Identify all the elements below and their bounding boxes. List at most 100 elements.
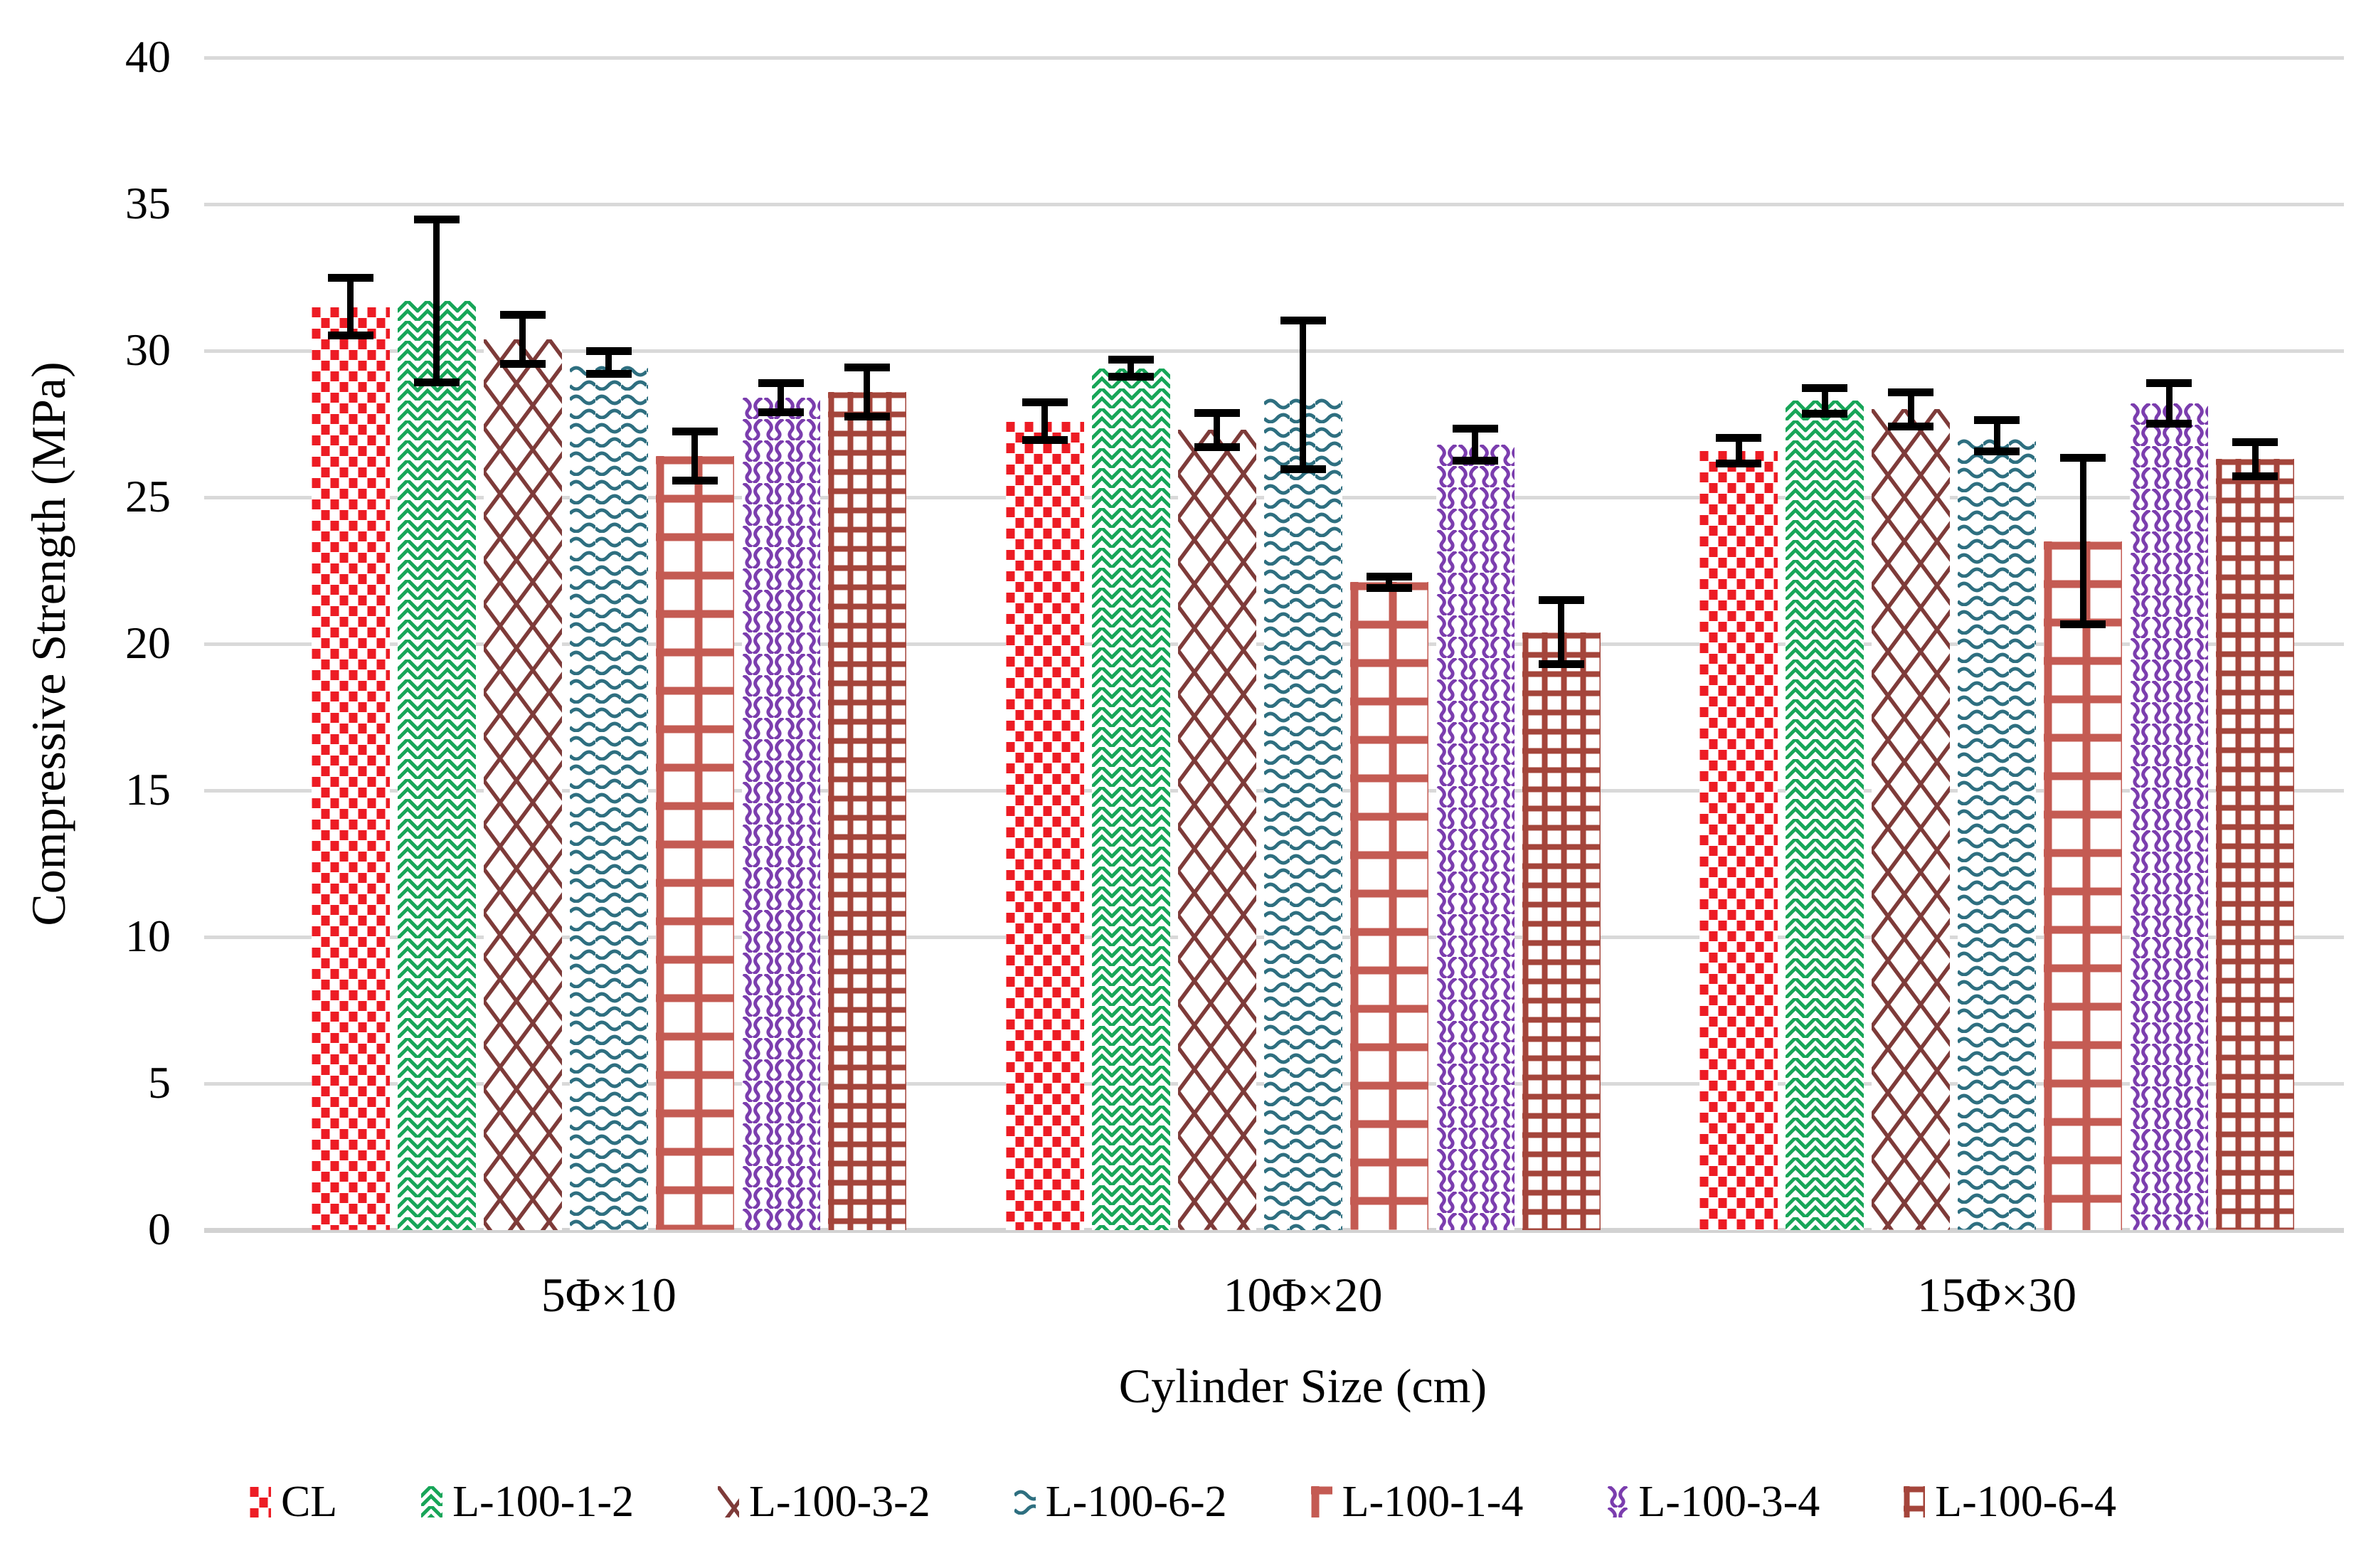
pattern-fill bbox=[1436, 444, 1514, 1230]
error-cap-bottom bbox=[2232, 472, 2279, 481]
x-category-label-5Φ×10: 5Φ×10 bbox=[541, 1268, 677, 1322]
y-tick-label-40: 40 bbox=[125, 31, 171, 82]
x-category-label-10Φ×20: 10Φ×20 bbox=[1223, 1268, 1383, 1322]
error-cap-bottom bbox=[1194, 443, 1240, 451]
error-bar-L-100-6-4-15Φ×30 bbox=[2251, 441, 2259, 477]
error-cap-bottom bbox=[844, 412, 890, 420]
error-bar-CL-10Φ×20 bbox=[1041, 402, 1048, 440]
error-cap-top bbox=[1108, 356, 1154, 364]
bar-L-100-3-2-10Φ×20 bbox=[1177, 430, 1256, 1230]
error-bar-L-100-6-2-10Φ×20 bbox=[1300, 319, 1306, 470]
legend-item-L-100-3-2: L-100-3-2 bbox=[717, 1478, 930, 1526]
pattern-fill bbox=[1699, 450, 1778, 1230]
legend-item-L-100-1-2: L-100-1-2 bbox=[421, 1478, 634, 1525]
legend-label: L-100-6-4 bbox=[1935, 1478, 2117, 1526]
error-cap-bottom bbox=[499, 359, 546, 368]
legend-label: L-100-3-4 bbox=[1638, 1478, 1820, 1526]
pattern-fill bbox=[1263, 394, 1342, 1230]
legend-item-L-100-6-2: L-100-6-2 bbox=[1014, 1478, 1227, 1525]
error-cap-top bbox=[2146, 379, 2192, 388]
error-cap-top bbox=[1022, 398, 1068, 407]
gridline-40 bbox=[204, 56, 2344, 60]
y-axis-title: Compressive Strength (MPa) bbox=[21, 361, 75, 926]
legend-item-L-100-3-4: L-100-3-4 bbox=[1607, 1478, 1820, 1525]
error-bar-L-100-1-4-15Φ×30 bbox=[2079, 457, 2086, 625]
pattern-fill bbox=[1522, 632, 1601, 1230]
error-cap-bottom bbox=[1888, 423, 1934, 431]
bar-CL-15Φ×30 bbox=[1699, 450, 1778, 1230]
error-bar-CL-5Φ×10 bbox=[347, 277, 354, 337]
legend-label: L-100-3-2 bbox=[748, 1478, 930, 1526]
error-bar-L-100-1-2-10Φ×20 bbox=[1128, 359, 1134, 378]
y-tick-label-10: 10 bbox=[125, 911, 171, 961]
gridline-30 bbox=[204, 349, 2344, 353]
error-cap-bottom bbox=[672, 477, 718, 485]
bar-L-100-6-2-5Φ×10 bbox=[569, 362, 648, 1230]
bar-L-100-1-2-5Φ×10 bbox=[397, 300, 476, 1230]
error-cap-bottom bbox=[585, 369, 632, 378]
bar-L-100-6-4-10Φ×20 bbox=[1522, 632, 1601, 1230]
bar-L-100-1-2-15Φ×30 bbox=[1786, 401, 1864, 1230]
error-cap-top bbox=[1366, 573, 1412, 581]
pattern-fill bbox=[397, 300, 476, 1230]
pattern-fill bbox=[1607, 1486, 1629, 1517]
bar-L-100-1-2-10Φ×20 bbox=[1091, 368, 1170, 1230]
error-cap-bottom bbox=[2060, 620, 2106, 629]
error-cap-top bbox=[327, 274, 373, 282]
error-cap-top bbox=[1452, 425, 1498, 433]
pattern-fill bbox=[741, 397, 820, 1230]
bar-L-100-1-4-15Φ×30 bbox=[2044, 541, 2123, 1230]
pattern-fill bbox=[2216, 459, 2295, 1230]
pattern-fill bbox=[1958, 435, 2037, 1230]
legend-label: L-100-1-2 bbox=[452, 1478, 634, 1526]
pattern-fill bbox=[655, 456, 734, 1230]
error-bar-L-100-1-2-15Φ×30 bbox=[1821, 387, 1828, 414]
pattern-fill bbox=[2130, 403, 2209, 1230]
pattern-fill bbox=[569, 362, 648, 1230]
error-bar-L-100-6-4-10Φ×20 bbox=[1558, 600, 1564, 664]
gridline-35 bbox=[204, 203, 2344, 206]
error-cap-bottom bbox=[1108, 373, 1154, 381]
error-cap-top bbox=[672, 428, 718, 436]
error-bar-L-100-3-2-15Φ×30 bbox=[1907, 391, 1914, 428]
x-axis-line bbox=[204, 1228, 2344, 1233]
pattern-fill bbox=[1177, 430, 1256, 1230]
bar-L-100-6-2-10Φ×20 bbox=[1263, 394, 1342, 1230]
error-cap-bottom bbox=[413, 378, 460, 387]
pattern-fill bbox=[249, 1486, 271, 1517]
error-cap-bottom bbox=[327, 332, 373, 340]
error-bar-L-100-1-4-5Φ×10 bbox=[691, 431, 699, 482]
pattern-fill bbox=[827, 391, 906, 1230]
bar-L-100-3-4-5Φ×10 bbox=[741, 397, 820, 1230]
pattern-fill bbox=[1014, 1486, 1036, 1517]
error-cap-bottom bbox=[1802, 409, 1848, 418]
y-tick-label-0: 0 bbox=[148, 1204, 171, 1254]
legend-item-L-100-6-4: L-100-6-4 bbox=[1904, 1478, 2116, 1525]
error-cap-top bbox=[1974, 415, 2020, 424]
pattern-fill bbox=[717, 1486, 739, 1517]
pattern-fill bbox=[1310, 1486, 1332, 1517]
pattern-fill bbox=[1904, 1486, 1926, 1517]
bar-L-100-6-4-5Φ×10 bbox=[827, 391, 906, 1230]
error-cap-bottom bbox=[1538, 659, 1584, 668]
error-bar-L-100-3-2-5Φ×10 bbox=[519, 314, 526, 364]
pattern-fill bbox=[1786, 401, 1864, 1230]
error-cap-bottom bbox=[1366, 583, 1412, 592]
error-cap-top bbox=[1538, 596, 1584, 605]
bar-L-100-1-4-10Φ×20 bbox=[1349, 582, 1428, 1230]
bar-CL-10Φ×20 bbox=[1005, 420, 1084, 1230]
pattern-fill bbox=[2044, 541, 2123, 1230]
error-cap-top bbox=[2060, 454, 2106, 462]
bar-L-100-3-2-15Φ×30 bbox=[1872, 409, 1951, 1230]
error-cap-bottom bbox=[1022, 435, 1068, 444]
error-cap-bottom bbox=[1452, 456, 1498, 465]
error-bar-L-100-3-4-10Φ×20 bbox=[1472, 428, 1478, 461]
legend-item-CL: CL bbox=[249, 1478, 337, 1525]
error-bar-CL-15Φ×30 bbox=[1735, 437, 1742, 464]
error-bar-L-100-6-4-5Φ×10 bbox=[864, 366, 871, 417]
error-cap-top bbox=[1802, 383, 1848, 392]
error-bar-L-100-3-2-10Φ×20 bbox=[1214, 412, 1220, 447]
y-tick-label-35: 35 bbox=[125, 178, 171, 228]
legend-label: L-100-1-4 bbox=[1342, 1478, 1524, 1526]
